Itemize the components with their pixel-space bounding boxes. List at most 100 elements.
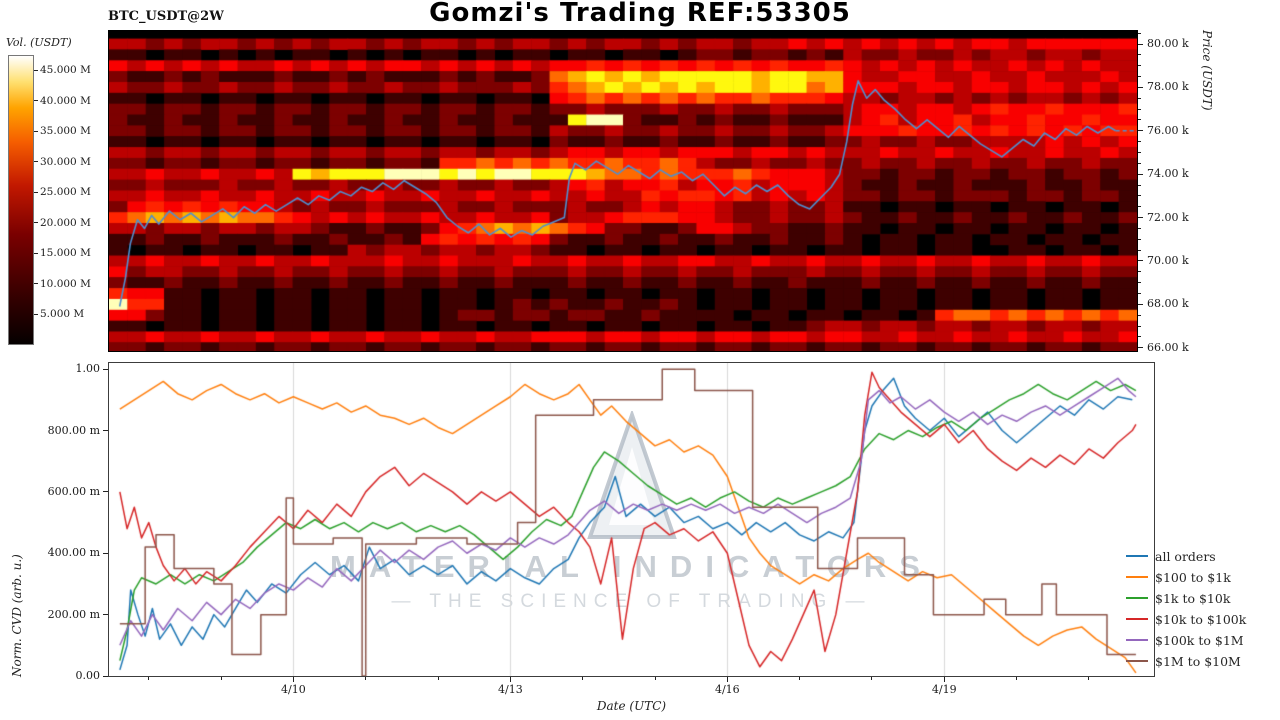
price-heatmap-plot	[108, 30, 1138, 352]
colorbar-tick-mark	[34, 130, 38, 132]
colorbar-tick-label: 45.000 M	[40, 64, 91, 77]
cvd-x-minor-tick	[437, 677, 439, 680]
price-minor-tick	[1138, 108, 1141, 110]
price-minor-tick	[1138, 54, 1141, 56]
legend-entry: all orders	[1126, 546, 1246, 566]
price-tick-label: 74.00 k	[1147, 167, 1189, 181]
legend-swatch	[1126, 597, 1148, 599]
price-tick-label: 76.00 k	[1147, 123, 1189, 137]
price-minor-tick	[1138, 227, 1141, 229]
price-minor-tick	[1138, 162, 1141, 164]
cvd-y-tick-label: 400.00 m	[47, 546, 100, 560]
cvd-y-tick-label: 0.00	[75, 669, 101, 682]
colorbar-tick-mark	[34, 283, 38, 285]
price-minor-tick	[1138, 325, 1141, 327]
colorbar-tick-mark	[34, 161, 38, 163]
colorbar-tick-mark	[34, 69, 38, 71]
cvd-y-tick-label: 600.00 m	[47, 484, 100, 498]
cvd-x-tick-label: 4/16	[714, 683, 740, 696]
legend-label: $100k to $1M	[1155, 632, 1244, 648]
colorbar-tick-mark	[34, 252, 38, 254]
colorbar-tick-mark	[34, 191, 38, 193]
colorbar-tick-label: 35.000 M	[40, 125, 91, 138]
price-minor-tick	[1138, 238, 1141, 240]
cvd-x-tick-mark	[726, 677, 728, 682]
price-minor-tick	[1138, 76, 1141, 78]
price-minor-tick	[1138, 141, 1141, 143]
cvd-plot: MATERIAL INDICATORS — THE SCIENCE OF TRA…	[108, 362, 1155, 677]
price-minor-tick	[1138, 65, 1141, 67]
price-tick-mark	[1138, 217, 1143, 219]
colorbar-tick-mark	[34, 313, 38, 315]
colorbar-tick-label: 30.000 M	[40, 155, 91, 168]
cvd-x-minor-tick	[148, 677, 150, 680]
date-axis-label: Date (UTC)	[596, 699, 667, 713]
legend-swatch	[1126, 639, 1148, 641]
cvd-y-tick-label: 200.00 m	[47, 607, 100, 621]
cvd-axis-label: Norm. CVD (arb. u.)	[10, 554, 24, 677]
legend-entry: $10k to $100k	[1126, 609, 1246, 629]
legend-label: $1k to $10k	[1155, 590, 1231, 606]
price-tick-mark	[1138, 260, 1143, 262]
colorbar-tick-label: 10.000 M	[40, 277, 91, 290]
legend-swatch	[1126, 576, 1148, 578]
price-axis-label: Price (USDT)	[1200, 30, 1214, 111]
cvd-x-minor-tick	[799, 677, 801, 680]
cvd-x-minor-tick	[365, 677, 367, 680]
price-minor-tick	[1138, 249, 1141, 251]
colorbar-tick-label: 5.000 M	[40, 308, 85, 321]
cvd-x-minor-tick	[1088, 677, 1090, 680]
price-minor-tick	[1138, 314, 1141, 316]
cvd-x-tick-mark	[509, 677, 511, 682]
cvd-x-tick-label: 4/13	[498, 683, 523, 696]
price-minor-tick	[1138, 271, 1141, 273]
colorbar-tick-label: 15.000 M	[40, 247, 91, 260]
cvd-x-minor-tick	[582, 677, 584, 680]
cvd-x-minor-tick	[654, 677, 656, 680]
price-tick-mark	[1138, 173, 1143, 175]
price-tick-label: 66.00 k	[1147, 340, 1189, 354]
legend-label: $1M to $10M	[1155, 653, 1241, 669]
cvd-chart-canvas[interactable]	[109, 363, 1154, 676]
cvd-x-tick-mark	[943, 677, 945, 682]
price-minor-tick	[1138, 97, 1141, 99]
price-minor-tick	[1138, 151, 1141, 153]
cvd-x-minor-tick	[871, 677, 873, 680]
legend-entry: $1k to $10k	[1126, 588, 1246, 608]
price-minor-tick	[1138, 282, 1141, 284]
legend-entry: $100k to $1M	[1126, 630, 1246, 650]
price-minor-tick	[1138, 184, 1141, 186]
price-tick-mark	[1138, 43, 1143, 45]
price-tick-label: 78.00 k	[1147, 80, 1189, 94]
cvd-x-tick-mark	[292, 677, 294, 682]
price-minor-tick	[1138, 32, 1141, 34]
cvd-y-tick-label: 800.00 m	[47, 423, 100, 437]
legend-label: $10k to $100k	[1155, 611, 1247, 627]
price-minor-tick	[1138, 206, 1141, 208]
page-title: Gomzi's Trading REF:53305	[429, 0, 851, 28]
colorbar-tick-label: 40.000 M	[40, 94, 91, 107]
price-minor-tick	[1138, 119, 1141, 121]
price-heatmap-canvas[interactable]	[109, 31, 1137, 351]
price-tick-label: 70.00 k	[1147, 253, 1189, 267]
colorbar-tick-label: 20.000 M	[40, 216, 91, 229]
price-minor-tick	[1138, 336, 1141, 338]
price-tick-mark	[1138, 303, 1143, 305]
price-tick-label: 72.00 k	[1147, 210, 1189, 224]
cvd-x-minor-tick	[1016, 677, 1018, 680]
cvd-x-tick-label: 4/19	[931, 683, 957, 696]
legend: all orders $100 to $1k $1k to $10k $10k to …	[1126, 546, 1246, 672]
price-minor-tick	[1138, 293, 1141, 294]
colorbar-tick-label: 25.000 M	[40, 186, 91, 199]
pair-label: BTC_USDT@2W	[108, 9, 224, 24]
legend-entry: $1M to $10M	[1126, 651, 1246, 671]
legend-label: $100 to $1k	[1155, 569, 1231, 585]
colorbar-tick-mark	[34, 100, 38, 102]
price-tick-mark	[1138, 86, 1143, 88]
legend-swatch	[1126, 555, 1148, 557]
legend-entry: $100 to $1k	[1126, 567, 1246, 587]
cvd-x-tick-label: 4/10	[281, 683, 306, 696]
cvd-y-tick-label: 1.00	[75, 362, 101, 376]
cvd-x-minor-tick	[220, 677, 222, 680]
